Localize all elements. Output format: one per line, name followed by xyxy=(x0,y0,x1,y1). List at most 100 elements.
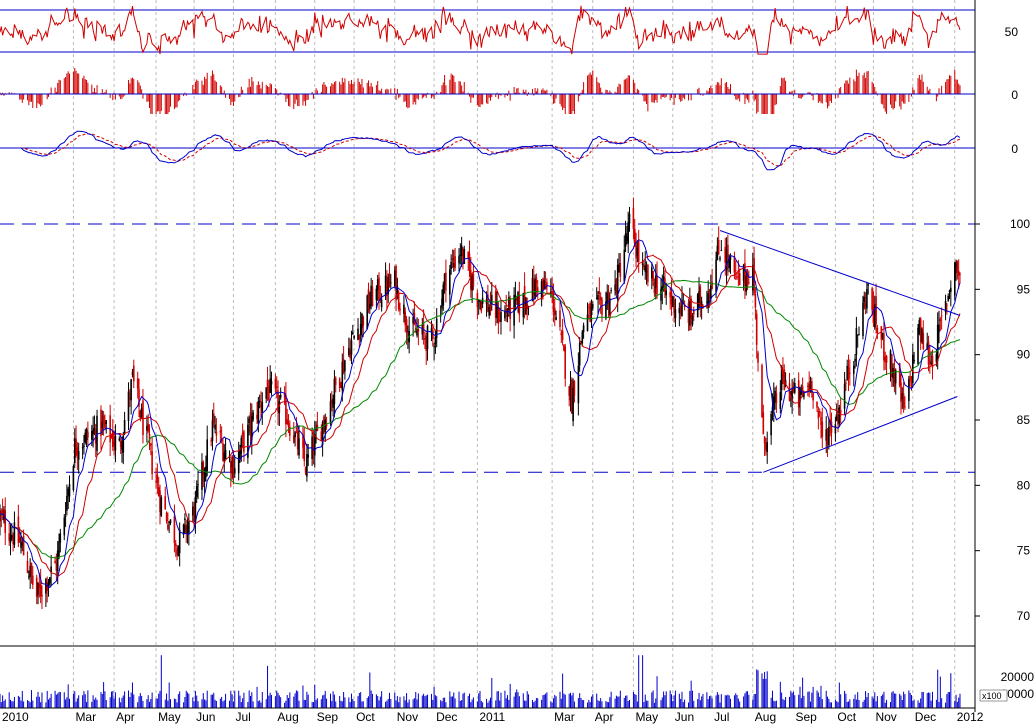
candle-body xyxy=(956,260,959,273)
candle-body xyxy=(397,292,400,309)
candle-body xyxy=(898,362,901,386)
candle-body xyxy=(298,438,300,456)
candle-body xyxy=(185,524,187,534)
candle-body xyxy=(112,430,114,448)
candle-body xyxy=(230,461,232,474)
candle-body xyxy=(174,543,177,546)
candle-body xyxy=(628,213,631,224)
candle-body xyxy=(353,335,355,339)
candle-body xyxy=(344,360,346,372)
candle-body xyxy=(479,300,481,302)
candle-body xyxy=(294,432,296,438)
candle-body xyxy=(257,400,260,424)
candle-body xyxy=(866,289,868,309)
candle-body xyxy=(130,379,132,401)
candle-body xyxy=(707,293,709,308)
candle-body xyxy=(148,433,151,443)
osc3-signal-line xyxy=(0,133,961,167)
candle-body xyxy=(875,296,877,325)
candle-body xyxy=(178,529,181,553)
candle-body xyxy=(177,546,180,556)
trendlines xyxy=(719,230,961,473)
osc2-histogram xyxy=(0,68,961,114)
candle-body xyxy=(241,432,244,437)
candle-body xyxy=(194,496,197,522)
candle-body xyxy=(568,386,570,396)
candle-body xyxy=(693,309,695,315)
candle-body xyxy=(270,381,273,385)
candle-body xyxy=(304,467,307,474)
candle-body xyxy=(517,292,519,306)
candle-body xyxy=(443,273,446,286)
candle-body xyxy=(893,368,896,387)
price-tick-label: 70 xyxy=(1017,609,1031,623)
candle-body xyxy=(306,454,308,477)
candle-body xyxy=(699,286,702,307)
candle-body xyxy=(231,460,233,468)
candle-body xyxy=(424,338,426,340)
candle-body xyxy=(491,295,493,305)
candle-body xyxy=(219,430,222,433)
price-tick-label: 100 xyxy=(1010,217,1030,231)
candle-body xyxy=(29,565,31,577)
candle-body xyxy=(542,278,544,287)
candle-body xyxy=(76,447,79,456)
candle-body xyxy=(252,412,254,420)
candle-body xyxy=(64,515,67,517)
candle-body xyxy=(150,443,152,446)
x-tick-label: Jul xyxy=(235,710,250,724)
volume-panel: 20000 10000 x100 xyxy=(0,645,1034,708)
candle-body xyxy=(681,300,683,317)
candle-body xyxy=(679,306,682,315)
candle-body xyxy=(321,421,324,445)
candle-body xyxy=(192,506,194,516)
candle-body xyxy=(546,282,548,288)
candle-body xyxy=(458,256,460,264)
candle-body xyxy=(674,309,677,319)
candle-body xyxy=(100,409,102,436)
candle-body xyxy=(329,401,332,424)
candle-body xyxy=(28,576,30,578)
candle-body xyxy=(626,236,628,241)
candle-body xyxy=(289,426,291,436)
candle-body xyxy=(390,282,392,284)
candle-body xyxy=(84,432,86,443)
candle-body xyxy=(260,404,262,407)
candle-body xyxy=(809,381,812,391)
candle-body xyxy=(433,346,435,348)
candle-body xyxy=(837,411,839,425)
candle-body xyxy=(846,366,848,380)
candle-body xyxy=(471,275,473,291)
candle-body xyxy=(803,391,805,398)
candle-body xyxy=(92,429,94,435)
candle-body xyxy=(536,287,539,292)
candle-body xyxy=(801,386,804,395)
candle-body xyxy=(753,258,755,294)
x-tick-label: Aug xyxy=(755,710,776,724)
candle-body xyxy=(75,438,77,454)
candle-body xyxy=(113,441,115,446)
candle-body xyxy=(540,281,543,299)
candle-body xyxy=(13,522,16,545)
candle-body xyxy=(883,333,885,361)
candle-body xyxy=(279,395,282,398)
candle-body xyxy=(913,359,915,362)
candle-body xyxy=(442,284,445,306)
candle-body xyxy=(20,541,22,548)
candle-body xyxy=(256,414,258,419)
candle-body xyxy=(588,307,590,309)
candle-body xyxy=(160,497,163,516)
candle-body xyxy=(717,240,720,255)
candle-body xyxy=(770,413,772,436)
candle-body xyxy=(552,290,555,312)
grid-lines xyxy=(72,0,956,708)
candle-body xyxy=(791,389,793,401)
candle-body xyxy=(725,249,728,271)
candle-body xyxy=(853,365,855,374)
candle-body xyxy=(41,595,43,597)
candle-body xyxy=(119,440,122,447)
candle-body xyxy=(573,380,576,396)
candle-body xyxy=(102,415,105,425)
candle-body xyxy=(215,431,218,436)
candle-body xyxy=(66,496,68,511)
